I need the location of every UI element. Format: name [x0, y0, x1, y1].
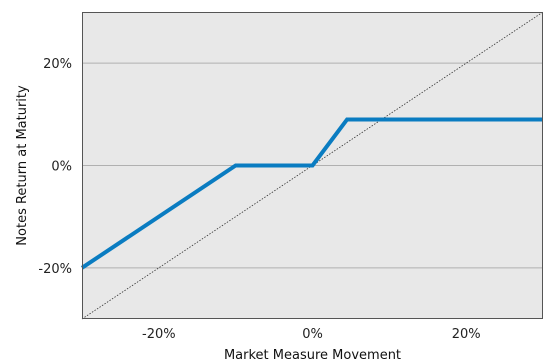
x-tick-label: 20% — [452, 327, 481, 342]
payoff-line — [80, 117, 543, 270]
x-tick-label: 0% — [302, 327, 323, 342]
series-layer — [80, 11, 543, 320]
x-axis-title: Market Measure Movement — [224, 348, 401, 363]
y-axis-title: Notes Return at Maturity — [15, 85, 30, 246]
y-tick-label: 0% — [51, 160, 72, 175]
y-tick-label: -20% — [38, 262, 72, 277]
tick-labels: -20% 0% 20% -20% 0% 20% — [38, 57, 480, 342]
x-tick-label: -20% — [142, 327, 176, 342]
y-tick-label: 20% — [43, 57, 72, 72]
